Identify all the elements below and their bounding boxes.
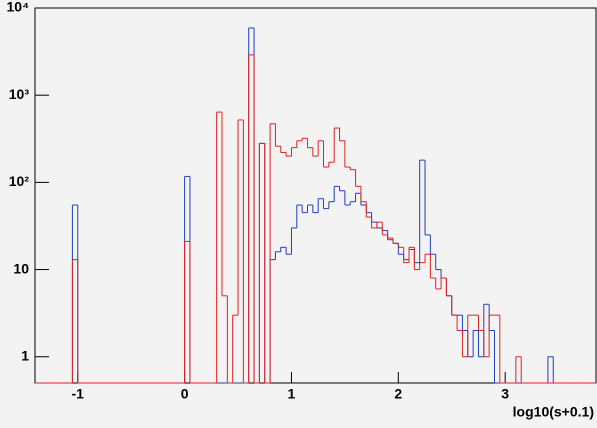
- y-tick-label: 10²: [9, 173, 30, 189]
- y-tick-label: 10: [13, 260, 29, 276]
- y-tick-label: 10⁴: [7, 0, 30, 15]
- frame: [34, 7, 597, 384]
- x-axis-label: log10(s+0.1): [513, 404, 594, 420]
- x-tick-label: -1: [72, 386, 85, 402]
- y-tick-label: 10³: [9, 86, 30, 102]
- y-tick-label: 1: [21, 347, 29, 363]
- x-tick-label: 2: [394, 386, 402, 402]
- x-tick-label: 1: [288, 386, 296, 402]
- x-tick-label: 3: [501, 386, 509, 402]
- x-tick-label: 0: [181, 386, 189, 402]
